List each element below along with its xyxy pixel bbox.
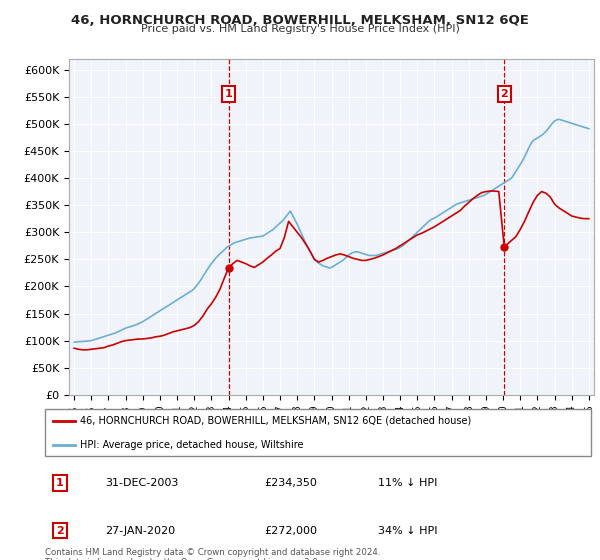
Text: 46, HORNCHURCH ROAD, BOWERHILL, MELKSHAM, SN12 6QE: 46, HORNCHURCH ROAD, BOWERHILL, MELKSHAM… (71, 14, 529, 27)
Text: 2: 2 (56, 526, 64, 535)
Text: HPI: Average price, detached house, Wiltshire: HPI: Average price, detached house, Wilt… (80, 440, 304, 450)
Text: 31-DEC-2003: 31-DEC-2003 (105, 478, 178, 488)
Text: 27-JAN-2020: 27-JAN-2020 (105, 526, 175, 535)
Text: Contains HM Land Registry data © Crown copyright and database right 2024.
This d: Contains HM Land Registry data © Crown c… (45, 548, 380, 560)
Text: 46, HORNCHURCH ROAD, BOWERHILL, MELKSHAM, SN12 6QE (detached house): 46, HORNCHURCH ROAD, BOWERHILL, MELKSHAM… (80, 416, 472, 426)
Text: £234,350: £234,350 (264, 478, 317, 488)
Text: 2: 2 (500, 89, 508, 99)
Text: £272,000: £272,000 (264, 526, 317, 535)
Text: 1: 1 (224, 89, 232, 99)
Text: Price paid vs. HM Land Registry's House Price Index (HPI): Price paid vs. HM Land Registry's House … (140, 24, 460, 34)
Text: 11% ↓ HPI: 11% ↓ HPI (378, 478, 437, 488)
FancyBboxPatch shape (45, 409, 591, 456)
Text: 1: 1 (56, 478, 64, 488)
Text: 34% ↓ HPI: 34% ↓ HPI (378, 526, 437, 535)
